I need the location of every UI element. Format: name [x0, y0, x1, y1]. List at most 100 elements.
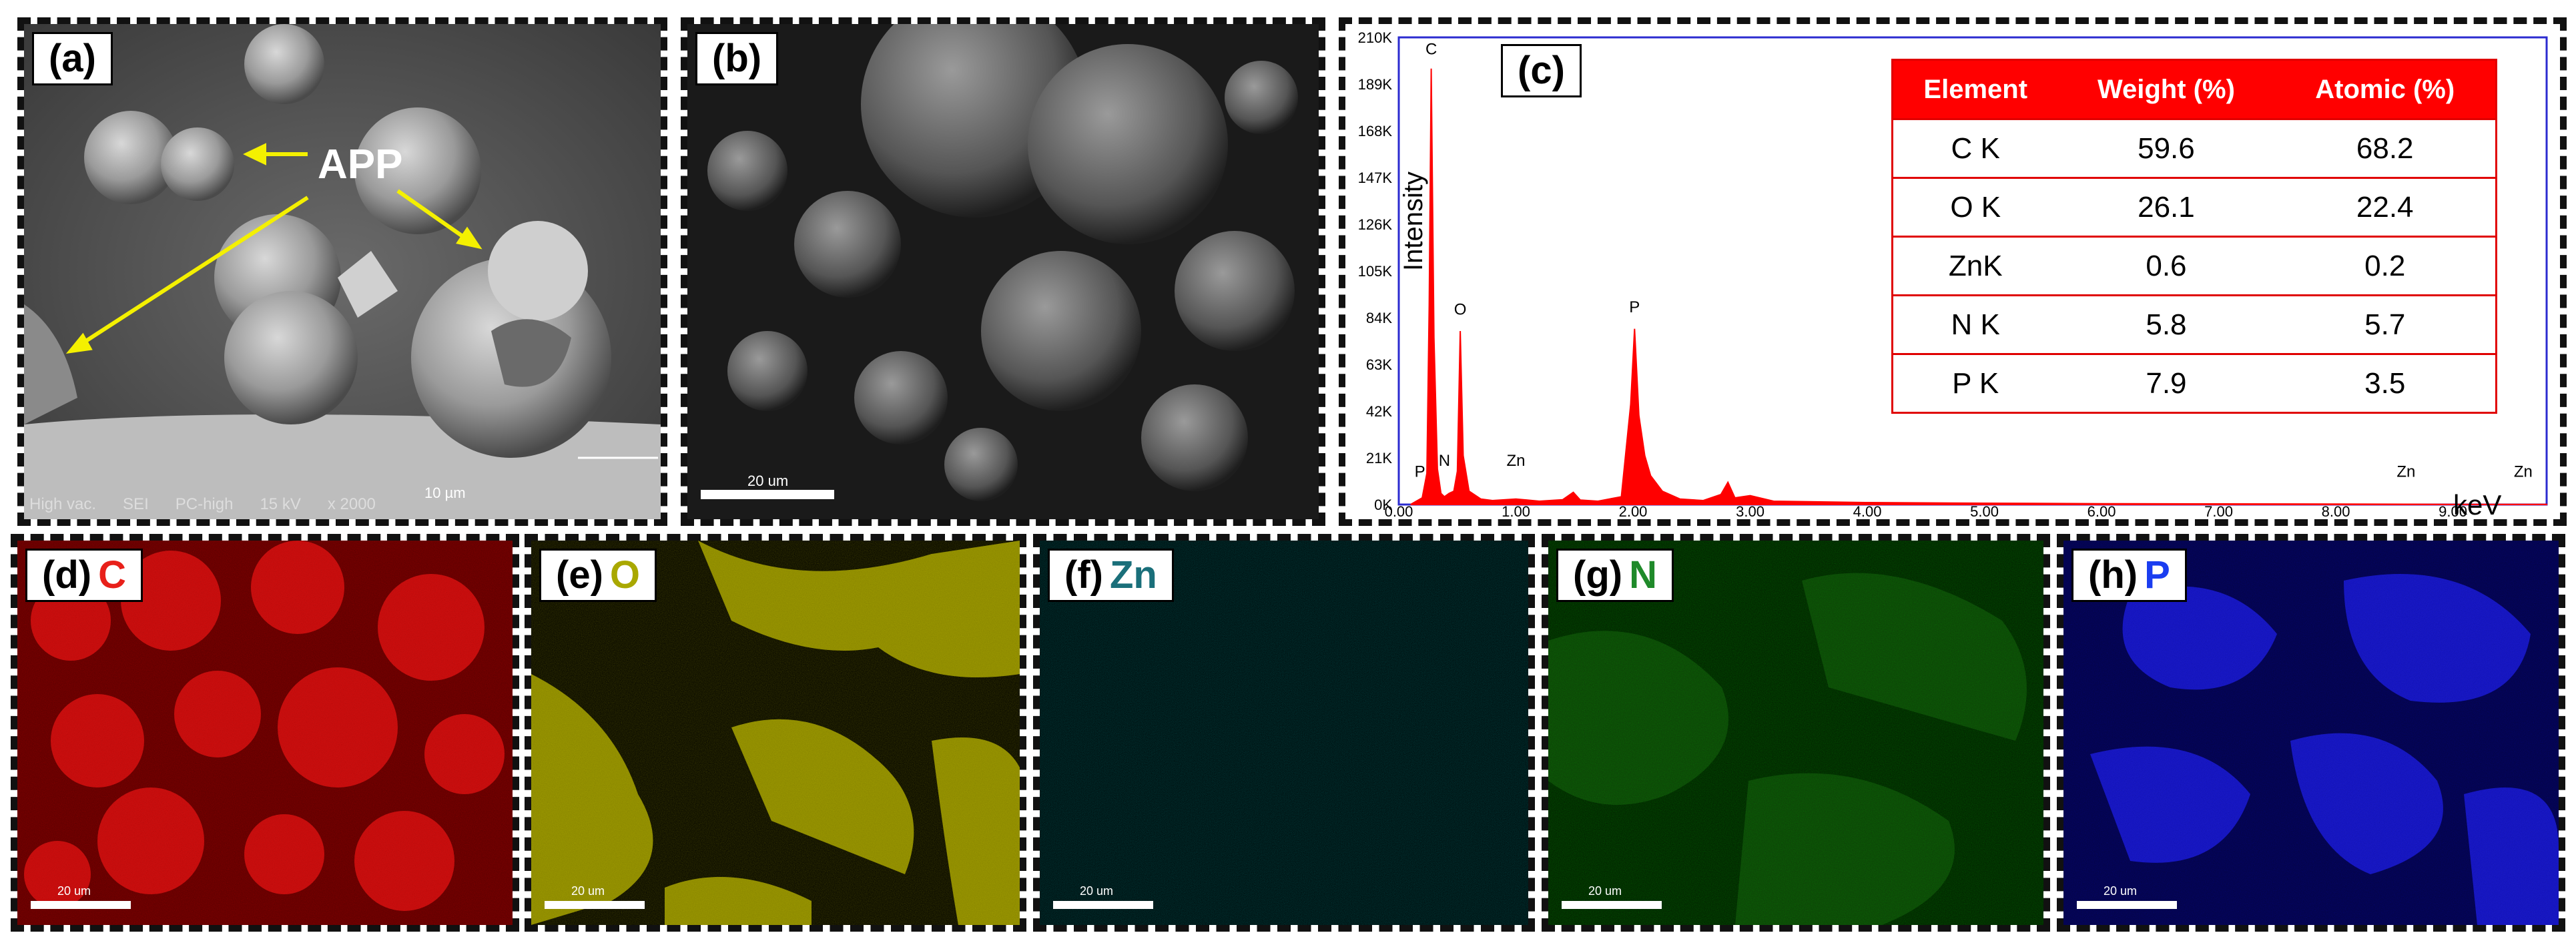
- x-tick-label: 9.00: [2439, 503, 2467, 519]
- scale-label-d: 20 um: [57, 884, 91, 898]
- panel-letter-d: (d): [42, 553, 92, 597]
- table-cell: 26.1: [2057, 177, 2275, 237]
- x-tick-label: 5.00: [1970, 503, 1999, 519]
- x-tick-label: 4.00: [1853, 503, 1882, 519]
- panel-label-d: (d) C: [25, 549, 143, 602]
- peak-label: N: [1439, 452, 1450, 470]
- spectrum-area: [1410, 68, 2547, 505]
- element-symbol-n: N: [1629, 553, 1657, 597]
- scale-label-h: 20 um: [2104, 884, 2138, 898]
- panel-b-sem-image: (b) 20 um: [681, 17, 1325, 526]
- panel-a-sem-image: (a) APP 10 µm High vac. SEI PC-high 15 k…: [17, 17, 667, 526]
- table-cell: C K: [1892, 118, 2058, 178]
- header-weight: Weight (%): [2057, 59, 2275, 119]
- status-pc: PC-high: [175, 495, 234, 513]
- element-symbol-c: C: [98, 553, 126, 597]
- peak-label: P: [1415, 463, 1425, 481]
- sem-image-app: [24, 24, 661, 519]
- table-cell: O K: [1892, 177, 2058, 237]
- y-tick-label: 147K: [1358, 170, 1393, 186]
- panel-label-g: (g) N: [1556, 549, 1674, 602]
- eds-map-nitrogen: [1548, 541, 2043, 925]
- panel-h-phosphorus-map: (h) P 20 um: [2057, 534, 2565, 932]
- sem-status-bar: High vac. SEI PC-high 15 kV x 2000: [29, 495, 376, 514]
- panel-label-b: (b): [695, 32, 779, 85]
- y-tick-label: 42K: [1366, 403, 1392, 420]
- panel-label-f: (f) Zn: [1048, 549, 1174, 602]
- table-header-row: Element Weight (%) Atomic (%): [1892, 59, 2497, 119]
- scale-label-g: 20 um: [1588, 884, 1622, 898]
- element-symbol-o: O: [609, 553, 641, 597]
- table-row: ZnK 0.6 0.2: [1892, 236, 2497, 296]
- y-tick-label: 210K: [1358, 29, 1393, 46]
- y-tick-label: 21K: [1366, 450, 1392, 466]
- peak-label: O: [1454, 300, 1467, 318]
- status-mode: SEI: [123, 495, 149, 513]
- panel-label-a: (a): [32, 32, 113, 85]
- x-tick-label: 7.00: [2204, 503, 2233, 519]
- table-row: N K 5.8 5.7: [1892, 294, 2497, 354]
- eds-map-phosphorus: [2063, 541, 2559, 925]
- eds-spectrum-chart: 0.00 1.00 2.00 3.00 4.00 5.00 6.00 7.00 8.00 9.00…: [1358, 29, 2548, 519]
- y-axis-label: Intensity: [1399, 172, 1428, 271]
- x-tick-label: 6.00: [2087, 503, 2116, 519]
- y-tick-label: 126K: [1358, 216, 1393, 233]
- peak-label: Zn: [2396, 463, 2415, 481]
- panel-label-h: (h) P: [2071, 549, 2187, 602]
- status-vac: High vac.: [29, 495, 97, 513]
- header-element: Element: [1892, 59, 2058, 119]
- table-cell: ZnK: [1892, 236, 2058, 296]
- panel-letter-f: (f): [1064, 553, 1103, 597]
- table-cell: 68.2: [2274, 118, 2497, 178]
- y-tick-label: 168K: [1358, 123, 1393, 139]
- scale-label-e: 20 um: [571, 884, 605, 898]
- y-tick-label: 0K: [1374, 497, 1392, 513]
- panel-letter-g: (g): [1573, 553, 1623, 597]
- panel-letter-e: (e): [556, 553, 603, 597]
- panel-letter-h: (h): [2088, 553, 2138, 597]
- panel-c-eds-spectrum: 0.00 1.00 2.00 3.00 4.00 5.00 6.00 7.00 8.00 9.00…: [1339, 17, 2567, 526]
- y-tick-label: 189K: [1358, 76, 1393, 93]
- table-cell: 0.6: [2057, 236, 2275, 296]
- peak-label: C: [1425, 40, 1437, 58]
- eds-map-zinc: [1040, 541, 1528, 925]
- x-axis-label: keV: [2453, 489, 2501, 519]
- panel-f-zinc-map: (f) Zn 20 um: [1033, 534, 1535, 932]
- y-tick-label: 63K: [1366, 356, 1392, 373]
- x-tick-label: 0.00: [1385, 503, 1413, 519]
- x-tick-label: 1.00: [1502, 503, 1530, 519]
- table-row: O K 26.1 22.4: [1892, 177, 2497, 237]
- panel-d-carbon-map: (d) C 20 um: [11, 534, 519, 932]
- status-mag: x 2000: [327, 495, 376, 513]
- table-cell: 22.4: [2274, 177, 2497, 237]
- peak-label: P: [1629, 298, 1640, 316]
- table-cell: P K: [1892, 353, 2058, 413]
- x-tick-label: 8.00: [2322, 503, 2350, 519]
- scale-label-b: 20 um: [747, 472, 789, 489]
- scale-label-f: 20 um: [1080, 884, 1114, 898]
- eds-map-carbon: [17, 541, 513, 925]
- y-tick-label: 105K: [1358, 263, 1393, 280]
- header-atomic: Atomic (%): [2274, 59, 2497, 119]
- table-row: C K 59.6 68.2: [1892, 118, 2497, 178]
- x-tick-label: 2.00: [1619, 503, 1648, 519]
- status-kv: 15 kV: [260, 495, 301, 513]
- app-annotation: APP: [318, 141, 403, 188]
- table-row: P K 7.9 3.5: [1892, 353, 2497, 413]
- composition-table: Element Weight (%) Atomic (%) C K 59.6 6…: [1891, 59, 2497, 414]
- table-cell: N K: [1892, 294, 2058, 354]
- table-cell: 7.9: [2057, 353, 2275, 413]
- table-cell: 0.2: [2274, 236, 2497, 296]
- peak-label: Zn: [2514, 463, 2533, 481]
- eds-map-oxygen: [531, 541, 1020, 925]
- panel-g-nitrogen-map: (g) N 20 um: [1542, 534, 2050, 932]
- panel-label-c: (c): [1501, 44, 1582, 97]
- panel-label-e: (e) O: [539, 549, 657, 602]
- table-cell: 59.6: [2057, 118, 2275, 178]
- scale-label-a: 10 µm: [424, 485, 466, 501]
- panel-e-oxygen-map: (e) O 20 um: [525, 534, 1026, 932]
- table-cell: 5.8: [2057, 294, 2275, 354]
- element-symbol-p: P: [2144, 553, 2170, 597]
- peak-label: Zn: [1507, 452, 1526, 470]
- x-tick-label: 3.00: [1736, 503, 1764, 519]
